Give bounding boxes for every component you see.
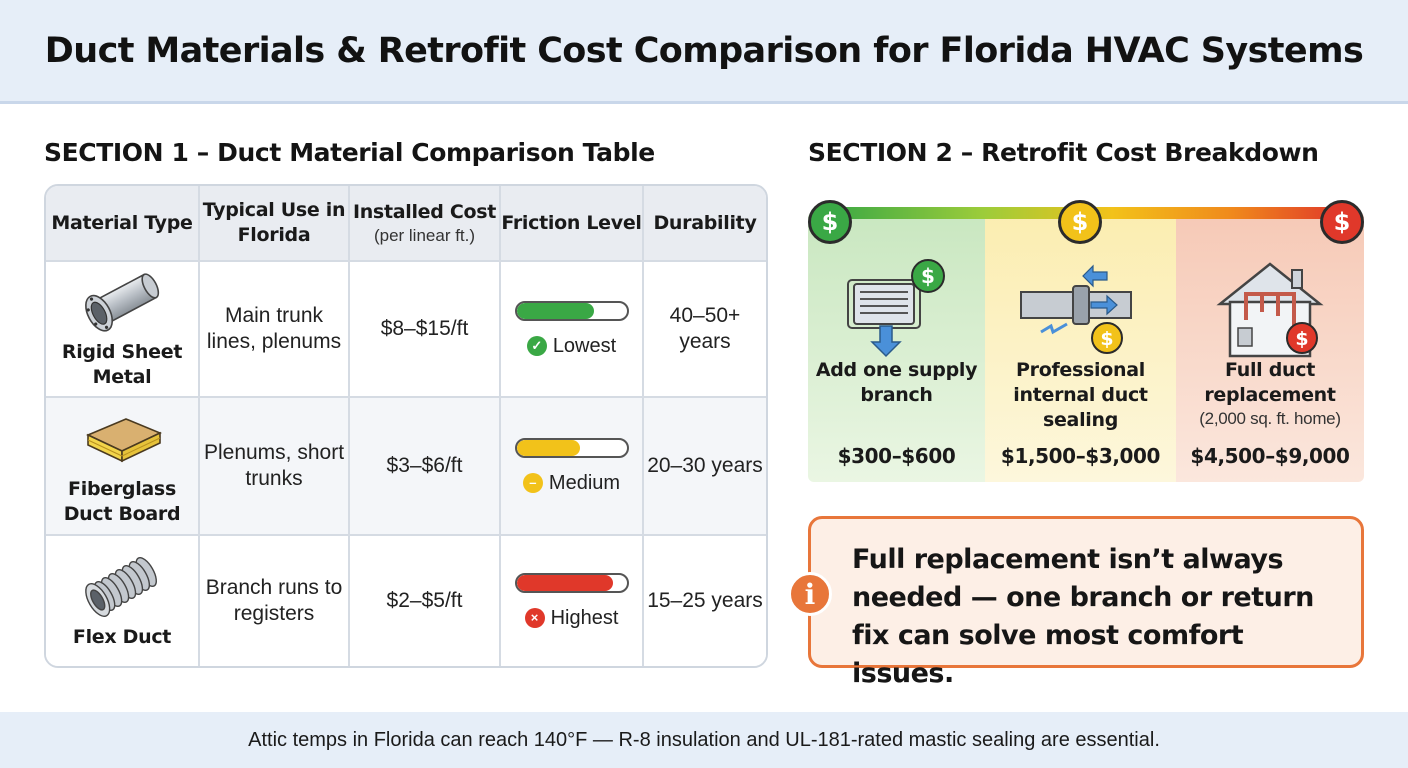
use-cell: Branch runs to registers [200,536,350,666]
x-icon: × [524,608,545,628]
friction-text: Medium [548,471,621,494]
cost-item-price: $300–$600 [837,444,956,468]
use-cell: Plenums, short trunks [200,398,350,534]
material-cell: Flex Duct [46,536,200,666]
column-header: Installed Cost [352,200,497,223]
friction-label: – Medium [522,471,621,495]
cost-item-title: Add one supply branch [815,359,978,406]
table-row: Fiberglass Duct Board Plenums, short tru… [46,398,766,536]
check-icon: ✓ [526,336,547,356]
friction-fill [516,439,581,456]
cost-text: $2–$5/ft [386,589,463,612]
supply-register-icon: $ [847,259,945,358]
column-header: Typical Use in Florida [202,199,346,246]
cost-item-label: Add one supply branch [808,358,985,408]
callout-text: Full replacement isn’t always needed — o… [852,544,1314,689]
info-icon: i [788,572,832,616]
friction-label: ✓ Lowest [526,334,617,358]
durability-text: 40–50+ years [669,304,741,353]
friction-text: Lowest [552,334,617,357]
dollar-high-icon: $ [1320,200,1364,244]
header-cost: Installed Cost (per linear ft.) [350,186,501,260]
use-text: Plenums, short trunks [203,441,345,490]
use-cell: Main trunk lines, plenums [200,262,350,396]
fiberglass-board-icon [86,418,162,463]
minus-icon: – [522,473,543,493]
friction-bar [514,437,629,458]
header-material: Material Type [46,186,200,260]
friction-text: Highest [550,606,619,629]
footer-banner: Attic temps in Florida can reach 140°F —… [0,712,1408,768]
table-header-row: Material Type Typical Use in Florida Ins… [46,186,766,262]
cost-item-title: Professional internal duct sealing [1013,359,1148,431]
cost-cell: $2–$5/ft [350,536,501,666]
cost-item-sub: (2,000 sq. ft. home) [1199,409,1341,428]
cost-item-label: Professional internal duct sealing [985,358,1176,433]
material-cell: Fiberglass Duct Board [46,398,200,534]
duct-sealing-icon: $ [1020,264,1132,354]
header-banner: Duct Materials & Retrofit Cost Compariso… [0,0,1408,104]
dollar-medium-icon: $ [1058,200,1102,244]
durability-text: 15–25 years [647,589,763,612]
friction-label: × Highest [524,606,619,630]
section2-title: SECTION 2 – Retrofit Cost Breakdown [808,138,1319,167]
svg-text:$: $ [1100,328,1113,350]
column-subheader: (per linear ft.) [373,225,476,245]
cost-item-price: $1,500–$3,000 [1000,444,1161,468]
header-durability: Durability [644,186,766,260]
house-ducts-icon: $ [1216,262,1324,358]
section1-title: SECTION 1 – Duct Material Comparison Tab… [44,138,655,167]
table-row: Rigid Sheet Metal Main trunk lines, plen… [46,262,766,398]
use-text: Branch runs to registers [205,576,343,625]
cost-tier-high: $ Full duct replacement (2,000 sq. ft. ho… [1176,212,1364,482]
friction-fill [516,302,594,319]
cost-cell: $3–$6/ft [350,398,501,534]
callout-box: Full replacement isn’t always needed — o… [808,516,1364,689]
svg-text:$: $ [921,264,935,288]
flex-duct-icon [85,556,157,617]
friction-cell: ✓ Lowest [501,262,644,396]
cost-text: $3–$6/ft [386,454,463,477]
material-name: Fiberglass Duct Board [63,478,181,525]
header-use: Typical Use in Florida [200,186,350,260]
cost-text: $8–$15/ft [380,317,469,340]
friction-bar [514,300,629,321]
durability-cell: 40–50+ years [644,262,766,396]
durability-cell: 15–25 years [644,536,766,666]
cost-item-label: Full duct replacement (2,000 sq. ft. home… [1176,358,1364,430]
retrofit-cost-panel: $ Add one supply branch $300–$600 $ Prof… [808,212,1364,482]
use-text: Main trunk lines, plenums [206,304,342,353]
page-title: Duct Materials & Retrofit Cost Compariso… [44,30,1364,71]
column-header: Durability [653,211,757,234]
material-name: Flex Duct [72,625,172,648]
material-cell: Rigid Sheet Metal [46,262,200,396]
friction-cell: × Highest [501,536,644,666]
material-name: Rigid Sheet Metal [61,341,183,388]
footer-note: Attic temps in Florida can reach 140°F —… [248,728,1160,751]
cost-item-price: $4,500–$9,000 [1190,444,1350,468]
cost-item-title: Full duct replacement [1204,359,1336,406]
column-header: Material Type [51,211,193,234]
sheet-metal-duct-icon [85,273,160,332]
friction-bar [514,572,629,593]
friction-fill [516,574,614,591]
svg-text:$: $ [1295,328,1308,350]
friction-cell: – Medium [501,398,644,534]
cost-cell: $8–$15/ft [350,262,501,396]
table-row: Flex Duct Branch runs to registers $2–$5… [46,536,766,666]
cost-tier-low: $ Add one supply branch $300–$600 [808,212,985,482]
header-friction: Friction Level [501,186,644,260]
dollar-low-icon: $ [808,200,852,244]
material-comparison-table: Material Type Typical Use in Florida Ins… [44,184,768,668]
durability-cell: 20–30 years [644,398,766,534]
cost-tier-medium: $ Professional internal duct sealing $1,… [985,212,1176,482]
durability-text: 20–30 years [647,454,763,477]
column-header: Friction Level [501,211,642,234]
